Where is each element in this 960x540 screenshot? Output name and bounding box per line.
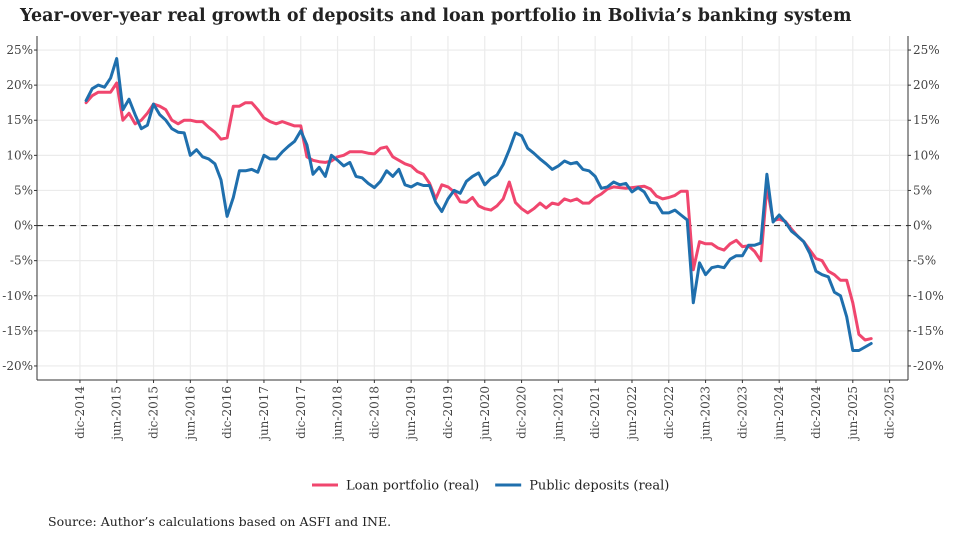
series-line-loan-portfolio	[84, 81, 873, 342]
y-tick-label-left: 15%	[6, 113, 33, 127]
y-tick-label-right: 5%	[913, 183, 932, 197]
series-line-public-deposits	[84, 57, 873, 352]
x-tick-label: dic-2021	[588, 386, 602, 439]
y-tick-label-left: -10%	[2, 289, 33, 303]
y-tick-label-left: -15%	[2, 324, 33, 338]
x-tick-label: dic-2022	[662, 386, 676, 439]
x-tick-label: dic-2017	[294, 386, 308, 439]
x-tick-label: jun-2016	[183, 386, 197, 442]
legend-label: Loan portfolio (real)	[346, 479, 479, 494]
legend: Loan portfolio (real) Public deposits (re…	[312, 479, 669, 494]
y-tick-label-left: 20%	[6, 78, 33, 92]
x-tick-label: jun-2021	[551, 386, 565, 442]
y-tick-label-right: 20%	[913, 78, 940, 92]
x-tick-label: jun-2015	[110, 386, 124, 442]
y-tick-label-left: -5%	[10, 254, 33, 268]
x-tick-label: dic-2016	[220, 386, 234, 439]
y-tick-label-left: 10%	[6, 148, 33, 162]
y-tick-label-right: -20%	[913, 359, 944, 373]
legend-label: Public deposits (real)	[529, 479, 669, 494]
x-tick-label: dic-2024	[809, 386, 823, 439]
chart-title: Year-over-year real growth of deposits a…	[20, 6, 852, 26]
y-tick-label-left: 25%	[6, 43, 33, 57]
y-tick-label-right: -15%	[913, 324, 944, 338]
y-tick-label-right: 15%	[913, 113, 940, 127]
x-tick-label: jun-2023	[699, 386, 713, 442]
y-tick-label-left: 0%	[14, 219, 33, 233]
x-tick-label: jun-2018	[331, 386, 345, 442]
x-tick-label: dic-2019	[441, 386, 455, 439]
x-tick-label: dic-2014	[73, 386, 87, 439]
x-tick-label: jun-2017	[257, 386, 271, 442]
x-tick-label: dic-2023	[735, 386, 749, 439]
x-tick-label: jun-2019	[404, 386, 418, 442]
y-tick-label-right: 0%	[913, 219, 932, 233]
x-tick-label: jun-2020	[478, 386, 492, 442]
x-tick-label: dic-2020	[515, 386, 529, 439]
y-tick-label-right: 25%	[913, 43, 940, 57]
y-tick-label-left: 5%	[14, 183, 33, 197]
y-tick-label-right: -5%	[913, 254, 936, 268]
x-tick-label: jun-2025	[846, 386, 860, 442]
x-tick-label: dic-2015	[147, 386, 161, 439]
x-tick-label: jun-2024	[772, 386, 786, 442]
x-tick-label: dic-2025	[883, 386, 897, 439]
y-tick-label-left: -20%	[2, 359, 33, 373]
x-tick-label: jun-2022	[625, 386, 639, 442]
source-note: Source: Author’s calculations based on A…	[48, 514, 392, 529]
y-tick-label-right: -10%	[913, 289, 944, 303]
x-tick-label: dic-2018	[367, 386, 381, 439]
y-tick-label-right: 10%	[913, 148, 940, 162]
